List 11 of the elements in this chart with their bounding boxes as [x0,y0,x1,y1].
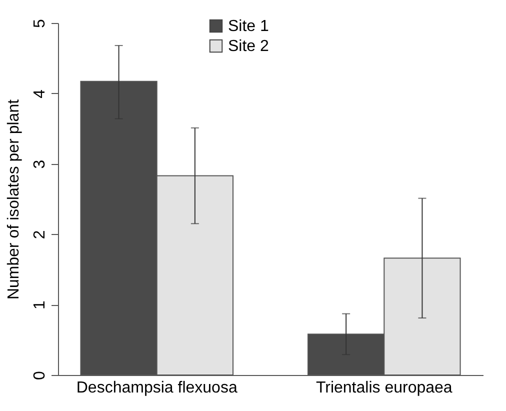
y-tick-label: 5 [32,18,48,28]
y-tick-label: 0 [32,370,48,380]
y-tick-label: 2 [32,230,48,240]
legend-label: Site 2 [228,38,270,55]
y-tick-label: 3 [32,160,48,169]
x-tick-label: Trientalis europaea [316,380,452,396]
y-tick-label: 4 [32,89,48,98]
legend-label: Site 1 [228,18,270,35]
y-axis-title: Number of isolates per plant [6,98,22,300]
y-tick-label: 1 [32,300,48,310]
x-tick-label: Deschampsia flexuosa [76,380,238,396]
